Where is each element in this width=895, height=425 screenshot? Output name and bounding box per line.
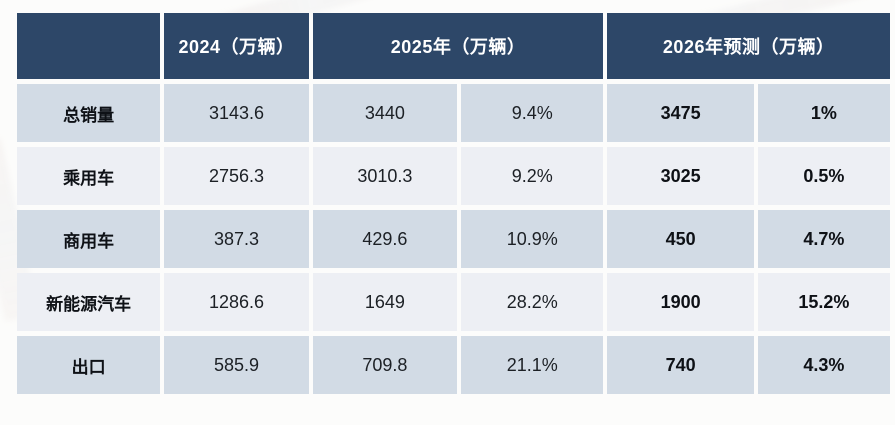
cell-2025-value: 1649 [312,273,458,331]
header-2024: 2024（万辆） [164,13,309,79]
table-row-commercial-vehicles: 商用车 387.3 429.6 10.9% 450 4.7% [17,210,890,268]
header-blank-cell [17,13,161,79]
cell-2026-growth: 4.3% [757,336,890,394]
cell-2026-growth: 0.5% [757,147,890,205]
cell-2025-growth: 9.4% [461,84,604,142]
cell-2026-value: 3025 [607,147,754,205]
cell-2025-value: 429.6 [312,210,458,268]
row-label: 出口 [17,336,161,394]
cell-2026-value: 1900 [607,273,754,331]
cell-2026-growth: 4.7% [757,210,890,268]
cell-2026-growth: 15.2% [757,273,890,331]
row-label: 新能源汽车 [17,273,161,331]
cell-2024-value: 387.3 [164,210,309,268]
table-row-exports: 出口 585.9 709.8 21.1% 740 4.3% [17,336,890,394]
row-label: 乘用车 [17,147,161,205]
cell-2025-growth: 28.2% [461,273,604,331]
header-2025: 2025年（万辆） [312,13,604,79]
cell-2025-growth: 10.9% [461,210,604,268]
cell-2026-growth: 1% [757,84,890,142]
cell-2025-growth: 9.2% [461,147,604,205]
header-2026-forecast: 2026年预测（万辆） [607,13,890,79]
cell-2025-growth: 21.1% [461,336,604,394]
cell-2026-value: 740 [607,336,754,394]
cell-2026-value: 3475 [607,84,754,142]
cell-2024-value: 2756.3 [164,147,309,205]
cell-2025-value: 709.8 [312,336,458,394]
table-row-total-sales: 总销量 3143.6 3440 9.4% 3475 1% [17,84,890,142]
table-row-passenger-vehicles: 乘用车 2756.3 3010.3 9.2% 3025 0.5% [17,147,890,205]
row-label: 总销量 [17,84,161,142]
table-row-nev: 新能源汽车 1286.6 1649 28.2% 1900 15.2% [17,273,890,331]
cell-2024-value: 3143.6 [164,84,309,142]
cell-2026-value: 450 [607,210,754,268]
cell-2024-value: 1286.6 [164,273,309,331]
auto-sales-forecast-table: 2024（万辆） 2025年（万辆） 2026年预测（万辆） 总销量 3143.… [13,8,894,399]
cell-2025-value: 3010.3 [312,147,458,205]
row-label: 商用车 [17,210,161,268]
cell-2024-value: 585.9 [164,336,309,394]
table-header-row: 2024（万辆） 2025年（万辆） 2026年预测（万辆） [17,13,890,79]
cell-2025-value: 3440 [312,84,458,142]
